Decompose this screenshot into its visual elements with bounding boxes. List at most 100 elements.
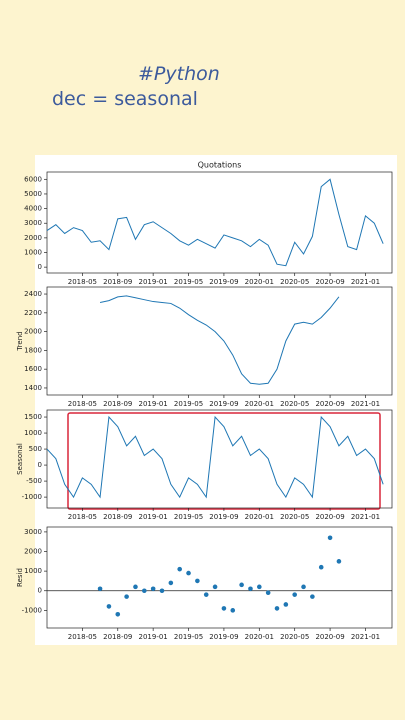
- x-tick-label: 2019-01: [139, 400, 168, 408]
- axes-frame: [46, 409, 393, 509]
- resid-point: [168, 580, 174, 586]
- figure-background: [35, 155, 397, 645]
- x-tick-label: 2018-09: [103, 278, 132, 286]
- resid-point: [274, 606, 280, 611]
- resid-point: [133, 584, 138, 590]
- x-tick-label: 2018-05: [68, 278, 97, 286]
- resid-point: [124, 594, 129, 599]
- resid-point: [195, 578, 200, 584]
- resid-point: [265, 590, 271, 595]
- resid-point: [115, 611, 121, 617]
- resid-point: [142, 588, 147, 594]
- x-tick-label: 2019-09: [209, 513, 238, 521]
- y-tick-label: 1000: [24, 567, 42, 575]
- axes-frame: [46, 286, 393, 396]
- y-tick-label: 3000: [24, 219, 42, 227]
- line-series: [46, 178, 384, 267]
- axes-frame: [46, 171, 393, 274]
- y-tick-label: -1000: [22, 606, 42, 614]
- x-tick-label: 2019-05: [174, 633, 203, 641]
- x-tick-label: 2018-09: [103, 633, 132, 641]
- x-tick-label: 2021-01: [351, 513, 380, 521]
- resid-point: [301, 584, 306, 590]
- resid-point: [318, 564, 324, 570]
- y-tick-label: 500: [29, 445, 42, 453]
- y-tick-label: -1000: [22, 493, 42, 501]
- x-tick-label: 2021-01: [351, 278, 380, 286]
- chart-title: Quotations: [198, 161, 242, 170]
- x-tick-label: 2018-09: [103, 400, 132, 408]
- resid-point: [203, 592, 209, 597]
- resid-point: [230, 608, 236, 613]
- x-tick-label: 2020-01: [245, 278, 274, 286]
- x-tick-label: 2018-09: [103, 513, 132, 521]
- resid-point: [177, 566, 182, 572]
- x-tick-label: 2019-01: [139, 278, 168, 286]
- y-tick-label: -500: [26, 477, 42, 485]
- axes-frame: [46, 526, 393, 629]
- y-tick-label: 2000: [24, 234, 42, 242]
- y-tick-label: 2400: [24, 290, 42, 298]
- y-tick-label: 3000: [24, 528, 42, 536]
- line-series: [99, 295, 340, 385]
- resid-point: [283, 602, 289, 607]
- line-series: [46, 415, 384, 499]
- x-tick-label: 2020-09: [315, 278, 344, 286]
- x-tick-label: 2020-01: [245, 400, 274, 408]
- x-tick-label: 2019-09: [209, 633, 238, 641]
- y-tick-label: 0: [38, 461, 42, 469]
- resid-point: [212, 584, 218, 590]
- x-tick-label: 2019-01: [139, 633, 168, 641]
- y-tick-label: 1000: [24, 429, 42, 437]
- resid-point: [310, 594, 315, 599]
- resid-point: [159, 588, 165, 594]
- x-tick-label: 2020-09: [315, 633, 344, 641]
- x-tick-label: 2020-05: [280, 513, 309, 521]
- x-tick-label: 2020-05: [280, 278, 309, 286]
- y-tick-label: 1400: [24, 384, 42, 392]
- y-tick-label: 1000: [24, 249, 42, 257]
- y-tick-label: 0: [38, 263, 42, 271]
- resid-point: [248, 586, 253, 592]
- x-tick-label: 2020-05: [280, 633, 309, 641]
- resid-point: [327, 535, 333, 541]
- x-tick-label: 2020-01: [245, 633, 274, 641]
- y-axis-label: Seasonal: [16, 443, 24, 475]
- x-tick-label: 2019-01: [139, 513, 168, 521]
- x-tick-label: 2019-05: [174, 278, 203, 286]
- code-caption: dec = seasonal: [52, 88, 198, 110]
- y-tick-label: 0: [38, 587, 42, 595]
- resid-point: [186, 570, 191, 576]
- y-tick-label: 2200: [24, 309, 42, 317]
- y-axis-label: Trend: [16, 331, 24, 351]
- y-tick-label: 1500: [24, 413, 42, 421]
- y-tick-label: 4000: [24, 205, 42, 213]
- hashtag: #Python: [138, 63, 220, 85]
- y-tick-label: 2000: [24, 548, 42, 556]
- x-tick-label: 2020-01: [245, 513, 274, 521]
- y-axis-label: Resid: [16, 568, 24, 587]
- x-tick-label: 2020-05: [280, 400, 309, 408]
- x-tick-label: 2019-09: [209, 400, 238, 408]
- y-tick-label: 1600: [24, 365, 42, 373]
- x-tick-label: 2019-09: [209, 278, 238, 286]
- y-tick-label: 1800: [24, 346, 42, 354]
- x-tick-label: 2020-09: [315, 400, 344, 408]
- resid-point: [106, 604, 112, 609]
- x-tick-label: 2018-05: [68, 633, 97, 641]
- x-tick-label: 2018-05: [68, 513, 97, 521]
- resid-point: [292, 592, 297, 597]
- resid-point: [336, 559, 342, 564]
- y-tick-label: 6000: [24, 175, 42, 183]
- x-tick-label: 2019-05: [174, 513, 203, 521]
- y-tick-label: 2000: [24, 328, 42, 336]
- x-tick-label: 2018-05: [68, 400, 97, 408]
- x-tick-label: 2021-01: [351, 400, 380, 408]
- resid-point: [257, 584, 262, 590]
- resid-point: [239, 582, 244, 588]
- x-tick-label: 2020-09: [315, 513, 344, 521]
- x-tick-label: 2021-01: [351, 633, 380, 641]
- resid-point: [97, 586, 103, 592]
